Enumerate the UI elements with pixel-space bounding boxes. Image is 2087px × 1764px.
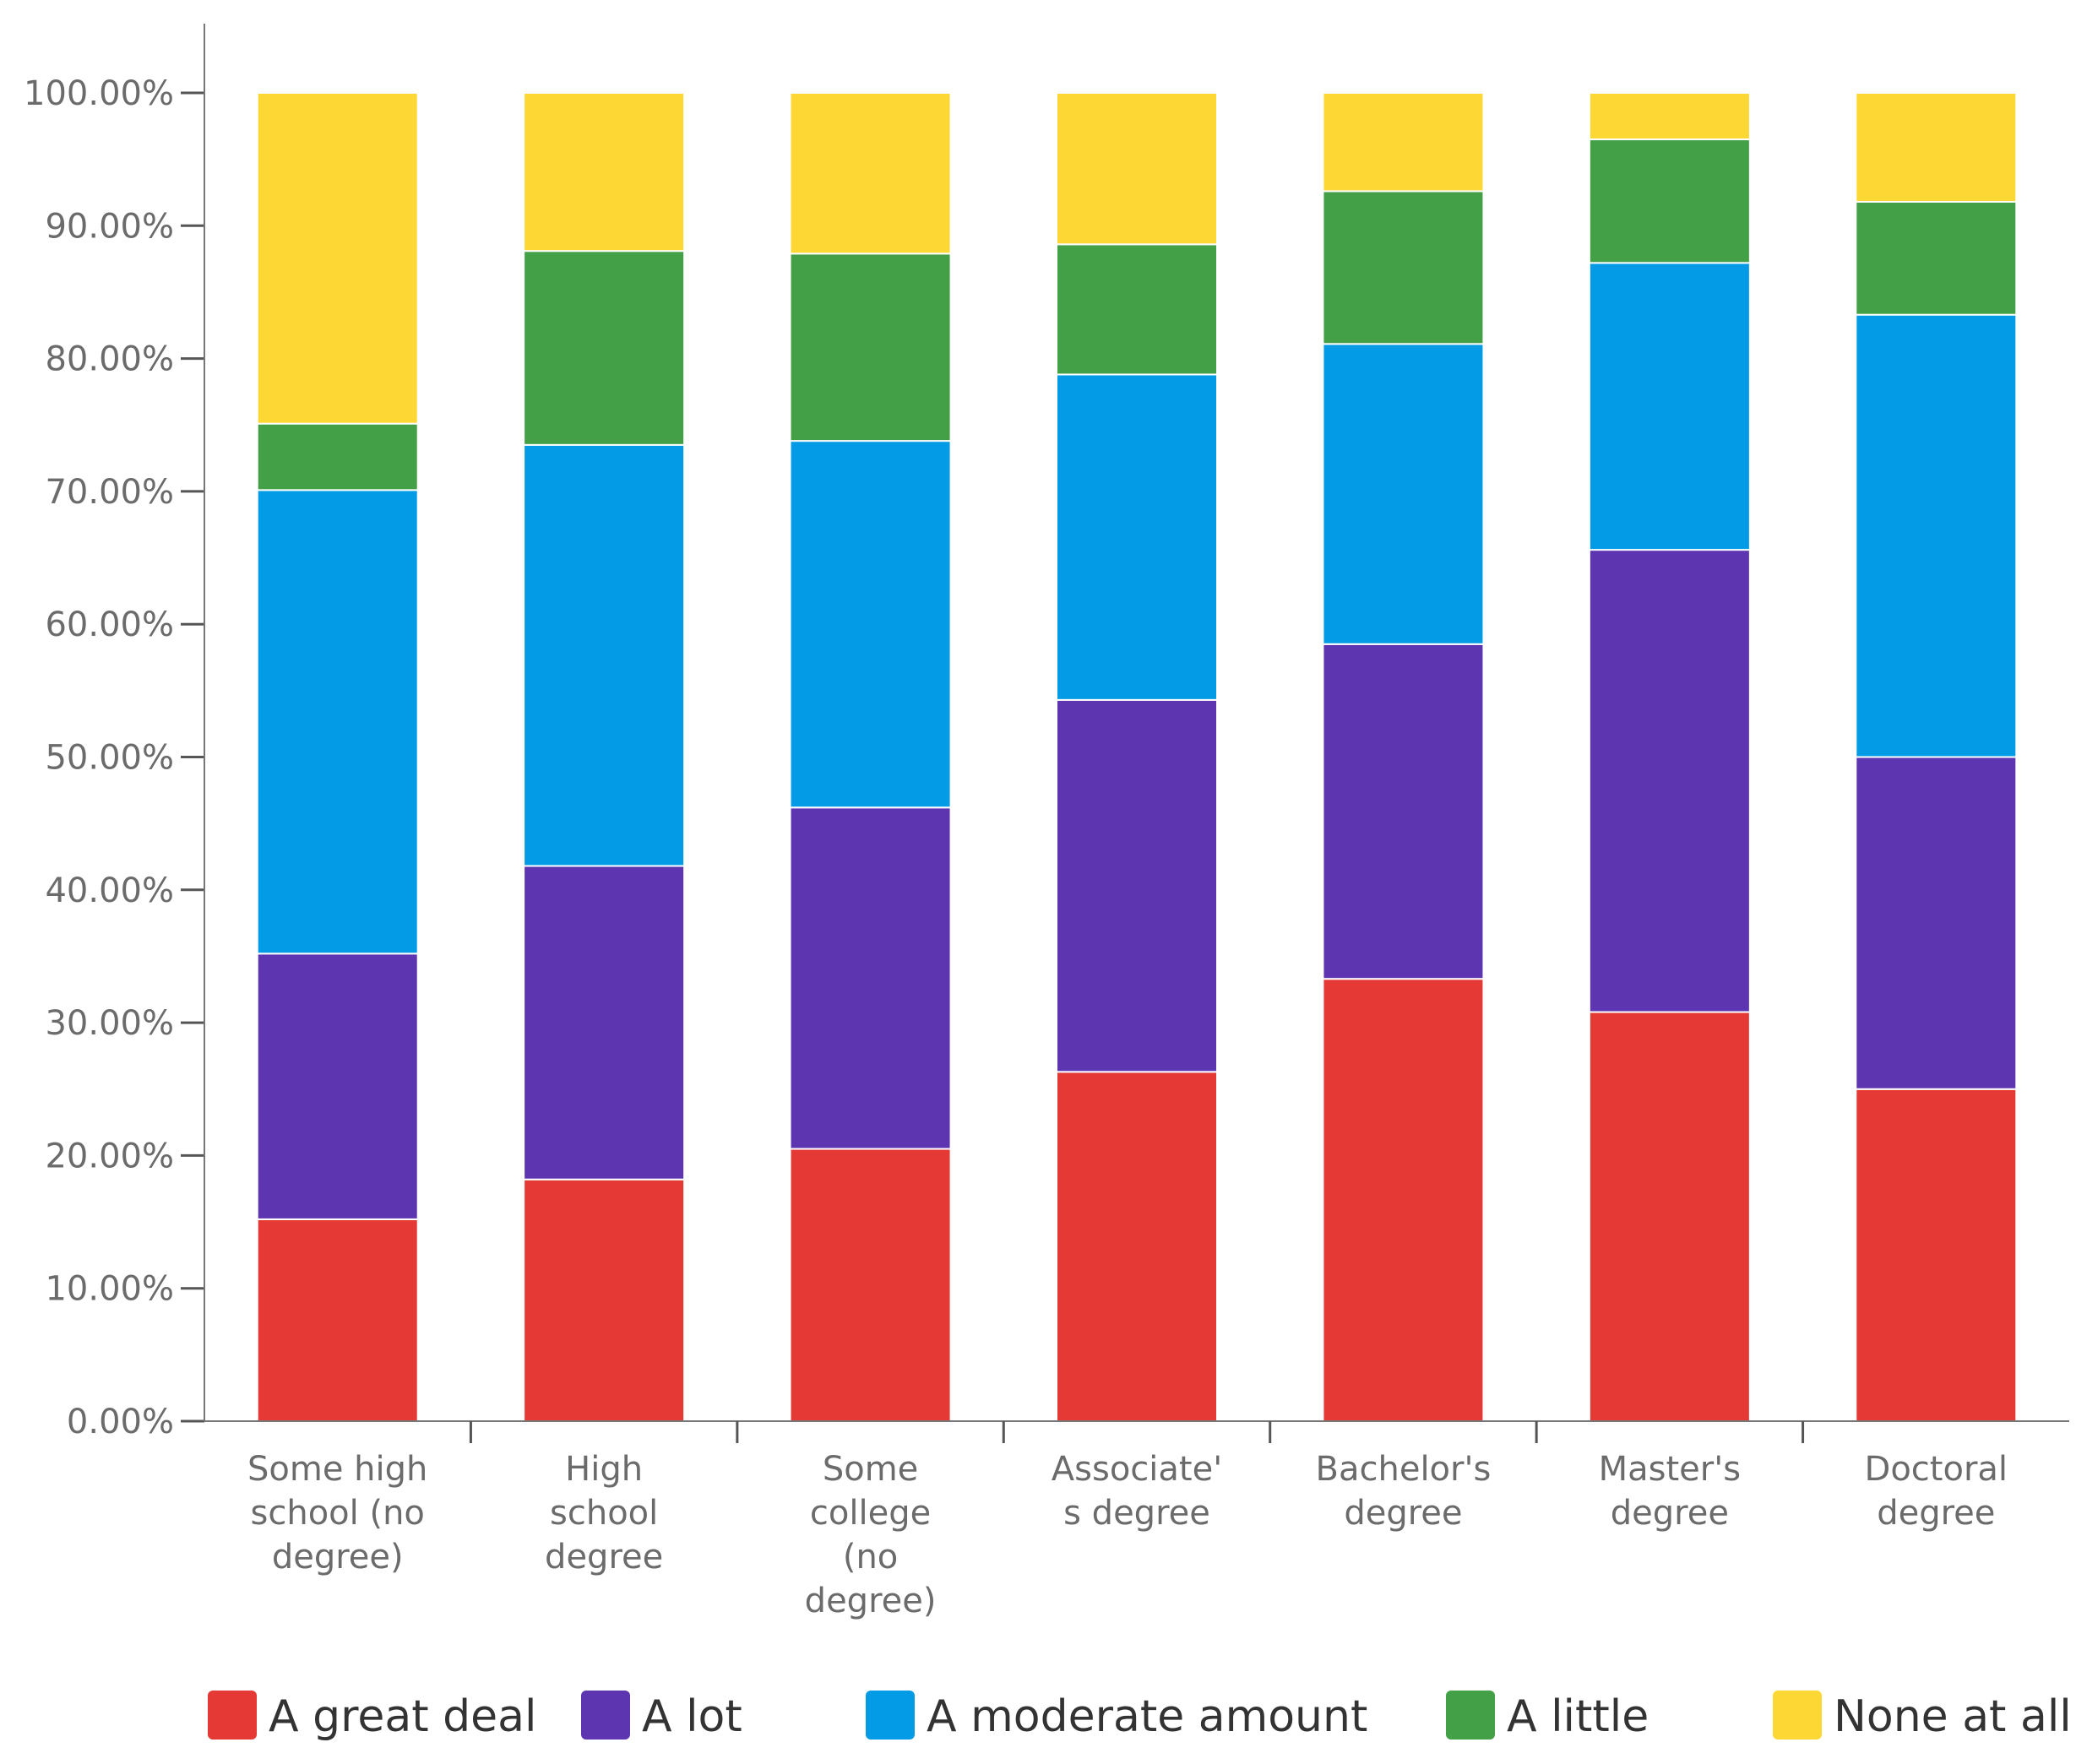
- x-category-label: degree: [1611, 1494, 1729, 1533]
- x-category-label: Bachelor's: [1316, 1450, 1492, 1489]
- bar-segment-a-moderate-amount: [789, 440, 952, 809]
- bar-segment-a-lot: [1855, 756, 2018, 1090]
- x-category-label: college: [810, 1494, 931, 1533]
- bar-segment-a-great-deal: [256, 1218, 419, 1423]
- legend-swatch: [1446, 1691, 1495, 1740]
- bar-segment-none-at-all: [1056, 92, 1218, 246]
- y-tick-label: 0.00%: [67, 1403, 174, 1441]
- y-tick-label: 50.00%: [45, 739, 174, 778]
- bar-segment-a-lot: [1322, 643, 1485, 980]
- legend-swatch: [1773, 1691, 1822, 1740]
- y-tick-label: 20.00%: [45, 1137, 174, 1175]
- bar-segment-a-little: [523, 250, 686, 446]
- x-category-label: (no: [843, 1538, 898, 1577]
- bar-segment-a-moderate-amount: [523, 443, 686, 867]
- x-category-label: Associate': [1052, 1450, 1222, 1489]
- axes: [204, 24, 2069, 1443]
- bar-segment-a-lot: [256, 953, 419, 1220]
- legend: A great deal A lot A moderate amount A litt…: [208, 1691, 2072, 1742]
- bar-segment-a-little: [1322, 190, 1485, 345]
- bar-segment-a-little: [1056, 243, 1218, 376]
- bar-segment-a-moderate-amount: [1056, 373, 1218, 701]
- bar-segment-a-little: [1588, 138, 1751, 264]
- x-category-label: degree: [545, 1538, 663, 1577]
- bar-segment-a-great-deal: [789, 1148, 952, 1423]
- bar-segment-none-at-all: [523, 92, 686, 252]
- x-category-label: degree: [1344, 1494, 1462, 1533]
- bar-segment-a-moderate-amount: [256, 489, 419, 955]
- x-category-label: Doctoral: [1865, 1450, 2008, 1489]
- legend-label: A little: [1507, 1691, 1649, 1742]
- bar-segment-none-at-all: [1855, 92, 2018, 203]
- bar-stacks: [256, 92, 2018, 1423]
- x-category-label: degree: [1877, 1494, 1995, 1533]
- x-category-label: degree): [805, 1582, 937, 1620]
- x-category-label: Master's: [1599, 1450, 1741, 1489]
- y-tick-label: 30.00%: [45, 1004, 174, 1043]
- bar-segment-a-lot: [523, 865, 686, 1181]
- bar-segment-a-great-deal: [523, 1178, 686, 1422]
- bar-segment-none-at-all: [1588, 92, 1751, 141]
- x-category-label: High: [565, 1450, 643, 1489]
- bar-segment-none-at-all: [1322, 92, 1485, 193]
- bar-segment-a-moderate-amount: [1322, 343, 1485, 645]
- x-category-label: Some high: [247, 1450, 427, 1489]
- legend-label: None at all: [1834, 1691, 2072, 1742]
- x-category-label: s degree: [1063, 1494, 1210, 1533]
- y-tick-label: 60.00%: [45, 605, 174, 644]
- y-axis-ticks: 0.00% 10.00% 20.00% 30.00% 40.00% 50.00% 60.00…: [24, 74, 204, 1441]
- x-category-label: Some: [823, 1450, 918, 1489]
- bar-segment-a-great-deal: [1056, 1071, 1218, 1423]
- bar-segment-a-moderate-amount: [1855, 313, 2018, 758]
- bar-segment-a-great-deal: [1855, 1088, 2018, 1422]
- legend-label: A lot: [642, 1691, 742, 1742]
- legend-label: A great deal: [269, 1691, 536, 1742]
- legend-swatch: [581, 1691, 630, 1740]
- bar-segment-a-great-deal: [1322, 978, 1485, 1423]
- y-tick-label: 40.00%: [45, 871, 174, 910]
- y-tick-label: 90.00%: [45, 207, 174, 246]
- bar-segment-a-great-deal: [1588, 1011, 1751, 1422]
- legend-label: A moderate amount: [927, 1691, 1367, 1742]
- y-tick-label: 100.00%: [24, 74, 174, 113]
- x-axis-labels: Some high school (no degree) High school degr…: [247, 1450, 2008, 1620]
- bar-segment-a-little: [256, 422, 419, 491]
- bar-segment-none-at-all: [789, 92, 952, 255]
- bar-segment-a-moderate-amount: [1588, 262, 1751, 551]
- y-tick-label: 70.00%: [45, 473, 174, 512]
- y-tick-label: 80.00%: [45, 340, 174, 379]
- bar-segment-none-at-all: [256, 92, 419, 425]
- legend-swatch: [208, 1691, 257, 1740]
- legend-swatch: [866, 1691, 915, 1740]
- y-tick-label: 10.00%: [45, 1270, 174, 1309]
- bar-segment-a-little: [1855, 200, 2018, 316]
- x-category-label: school (no: [251, 1494, 425, 1533]
- x-category-label: degree): [272, 1538, 404, 1577]
- bar-segment-a-little: [789, 252, 952, 442]
- x-category-label: school: [550, 1494, 658, 1533]
- bar-segment-a-lot: [789, 806, 952, 1150]
- bar-segment-a-lot: [1056, 698, 1218, 1073]
- bar-segment-a-lot: [1588, 549, 1751, 1013]
